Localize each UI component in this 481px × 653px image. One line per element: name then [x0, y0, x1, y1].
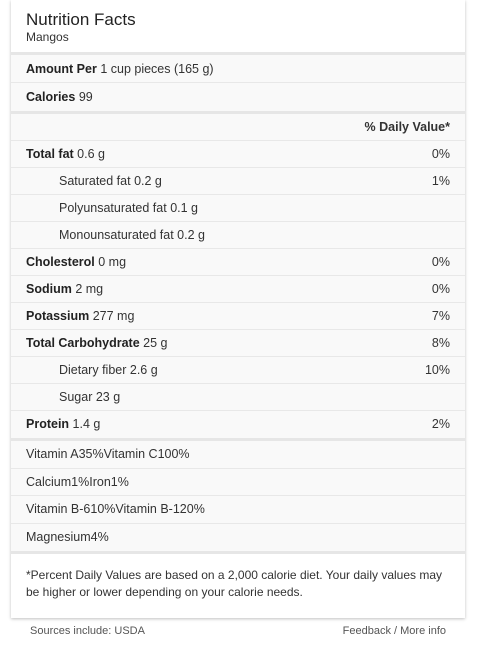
card-title: Nutrition Facts	[26, 10, 136, 29]
nutrient-row-protein: Protein 1.4 g 2%	[11, 411, 465, 438]
vitamin-dv: 100%	[157, 447, 190, 461]
nutrition-card: Nutrition Facts Mangos Amount Per 1 cup …	[11, 0, 465, 618]
footnote: *Percent Daily Values are based on a 2,0…	[26, 568, 443, 599]
nutrient-label: Sodium	[26, 282, 72, 296]
nutrient-label: Potassium	[26, 309, 90, 323]
nutrient-row-potassium: Potassium 277 mg 7%	[11, 303, 465, 330]
card-header: Nutrition Facts Mangos	[11, 0, 465, 52]
vitamin-label: Iron	[89, 474, 111, 489]
nutrient-dv: 2%	[431, 417, 450, 431]
nutrient-label: Saturated fat	[59, 174, 131, 188]
nutrient-label: Total Carbohydrate	[26, 336, 140, 350]
vitamin-label: Calcium	[26, 474, 72, 489]
link-separator: /	[390, 625, 401, 637]
vitamin-dv: 0%	[186, 502, 205, 516]
divider	[11, 111, 465, 114]
nutrient-row-saturated-fat: Saturated fat 0.2 g 1%	[11, 168, 465, 195]
nutrient-amount: 2.6 g	[129, 363, 158, 377]
nutrient-dv: 0%	[431, 282, 450, 296]
nutrient-row-sugar: Sugar 23 g	[11, 384, 465, 411]
calories-value: 99	[78, 90, 93, 104]
nutrient-label: Total fat	[26, 147, 74, 161]
vitamin-label: Magnesium	[26, 529, 91, 544]
nutrient-row-polyunsaturated-fat: Polyunsaturated fat 0.1 g	[11, 195, 465, 222]
nutrient-row-monounsaturated-fat: Monounsaturated fat 0.2 g	[11, 222, 465, 249]
divider	[11, 52, 465, 55]
nutrient-row-total-fat: Total fat 0.6 g 0%	[11, 141, 465, 168]
divider	[11, 438, 465, 441]
nutrient-amount: 23 g	[95, 390, 121, 404]
vitamin-dv: 4%	[90, 529, 109, 544]
daily-value-header: % Daily Value*	[11, 114, 465, 141]
nutrient-amount: 0.2 g	[134, 174, 162, 188]
nutrient-dv: 10%	[424, 363, 450, 377]
nutrient-amount: 0.1 g	[170, 201, 199, 215]
vitamin-row: Calcium1% Iron1%	[11, 469, 465, 496]
nutrient-amount: 25 g	[143, 336, 168, 350]
sources-text: Sources include: USDA	[30, 625, 145, 637]
nutrient-amount: 0.6 g	[77, 147, 105, 161]
vitamin-row: Vitamin B-610% Vitamin B-120%	[11, 496, 465, 524]
vitamin-dv: 10%	[90, 502, 116, 516]
vitamin-row: Magnesium4%	[11, 524, 465, 552]
calories-row: Calories 99	[11, 83, 465, 111]
serving-value: 1 cup pieces (165 g)	[100, 62, 214, 76]
vitamin-dv: 1%	[71, 474, 90, 489]
vitamin-label: Vitamin B-12	[115, 502, 187, 516]
nutrient-amount: 2 mg	[75, 282, 104, 296]
nutrient-label: Dietary fiber	[59, 363, 127, 377]
nutrient-amount: 277 mg	[92, 309, 135, 323]
serving-row: Amount Per 1 cup pieces (165 g)	[11, 55, 465, 83]
nutrient-amount: 1.4 g	[72, 417, 101, 431]
divider	[11, 551, 465, 554]
nutrient-row-sodium: Sodium 2 mg 0%	[11, 276, 465, 303]
nutrient-label: Monounsaturated fat	[59, 228, 174, 242]
nutrient-label: Sugar	[59, 390, 93, 404]
food-name: Mangos	[26, 30, 69, 44]
vitamin-label: Vitamin B-6	[26, 502, 91, 516]
vitamin-label: Vitamin C	[103, 447, 158, 461]
facts-body: Amount Per 1 cup pieces (165 g) Calories…	[11, 55, 465, 551]
nutrient-row-cholesterol: Cholesterol 0 mg 0%	[11, 249, 465, 276]
calories-label: Calories	[26, 90, 76, 104]
nutrient-dv: 8%	[431, 336, 450, 350]
vitamin-dv: 35%	[78, 447, 104, 461]
nutrient-amount: 0 mg	[98, 255, 127, 269]
more-info-link[interactable]: More info	[400, 625, 446, 637]
nutrient-dv: 0%	[431, 255, 450, 269]
nutrient-label: Polyunsaturated fat	[59, 201, 167, 215]
vitamin-label: Vitamin A	[26, 447, 79, 461]
footer-links: Feedback / More info	[343, 625, 446, 637]
nutrient-dv: 1%	[431, 174, 450, 188]
nutrient-row-total-carbohydrate: Total Carbohydrate 25 g 8%	[11, 330, 465, 357]
vitamin-dv: 1%	[110, 474, 129, 489]
vitamin-row: Vitamin A35% Vitamin C100%	[11, 441, 465, 469]
nutrient-dv: 0%	[431, 147, 450, 161]
feedback-link[interactable]: Feedback	[342, 625, 391, 637]
nutrient-label: Protein	[26, 417, 70, 431]
nutrient-amount: 0.2 g	[177, 228, 205, 242]
nutrient-row-dietary-fiber: Dietary fiber 2.6 g 10%	[11, 357, 465, 384]
nutrient-dv: 7%	[431, 309, 450, 323]
nutrient-label: Cholesterol	[26, 255, 95, 269]
serving-label: Amount Per	[26, 62, 97, 76]
